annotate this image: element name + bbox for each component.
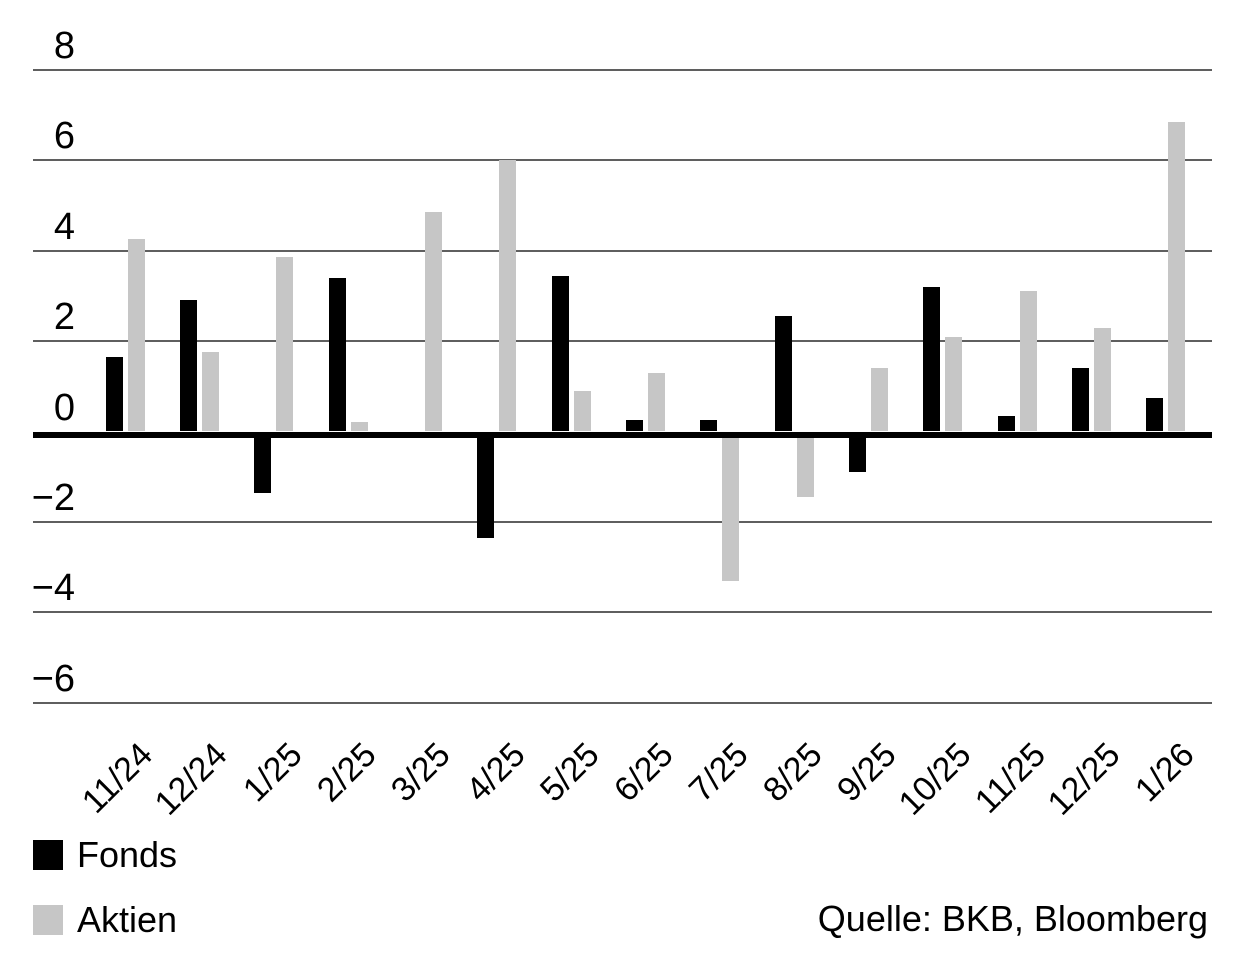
- bar-aktien-9/25: [871, 368, 889, 432]
- x-axis-tick-label: 1/25: [235, 735, 310, 810]
- x-axis-tick-label: 6/25: [607, 735, 681, 810]
- y-axis-tick-label: 8: [53, 24, 75, 67]
- gridline-y-6: [33, 701, 1212, 704]
- bar-aktien-10/25: [945, 336, 963, 432]
- bar-aktien-8/25: [796, 431, 814, 498]
- gridline-y-2: [33, 520, 1212, 523]
- bar-fonds-2/25: [328, 277, 346, 432]
- y-axis-tick-label: 4: [53, 205, 75, 248]
- bar-aktien-11/25: [1019, 291, 1037, 432]
- bar-aktien-12/25: [1094, 327, 1112, 432]
- gridline-y8: [33, 68, 1212, 71]
- bar-fonds-9/25: [849, 431, 867, 473]
- legend-label-fonds: Fonds: [77, 834, 178, 875]
- bar-fonds-6/25: [625, 420, 643, 432]
- bar-fonds-4/25: [477, 431, 495, 538]
- bar-aktien-2/25: [350, 422, 368, 432]
- bar-aktien-4/25: [499, 160, 517, 432]
- fonds-swatch: [33, 840, 63, 870]
- gridline-y6: [33, 159, 1212, 162]
- x-axis-tick-label: 12/24: [147, 735, 235, 823]
- bar-fonds-12/24: [179, 300, 197, 432]
- bar-aktien-12/24: [201, 352, 219, 432]
- x-axis-tick-label: 5/25: [532, 735, 607, 810]
- bar-aktien-7/25: [722, 431, 740, 581]
- x-axis-tick-label: 11/24: [75, 735, 161, 821]
- bar-aktien-6/25: [647, 372, 665, 432]
- bar-fonds-1/25: [254, 431, 272, 493]
- bar-aktien-11/24: [127, 239, 145, 432]
- bar-fonds-11/25: [997, 415, 1015, 432]
- bar-fonds-1/26: [1146, 397, 1164, 432]
- legend-item-fonds: Fonds: [33, 837, 177, 873]
- gridline-y4: [33, 249, 1212, 252]
- bar-fonds-10/25: [923, 286, 941, 432]
- legend-label-aktien: Aktien: [77, 899, 178, 940]
- x-axis-tick-label: 3/25: [384, 735, 458, 810]
- legend-item-aktien: Aktien: [33, 902, 177, 938]
- bar-fonds-8/25: [774, 316, 792, 432]
- bar-aktien-5/25: [573, 390, 591, 432]
- x-axis-tick-label: 2/25: [309, 735, 384, 810]
- bar-fonds-5/25: [551, 275, 569, 432]
- x-axis-tick-label: 8/25: [756, 735, 830, 810]
- bar-aktien-1/26: [1168, 121, 1186, 432]
- x-axis-tick-label: 4/25: [458, 735, 533, 810]
- bar-fonds-11/24: [105, 356, 123, 432]
- bar-aktien-1/25: [276, 257, 294, 432]
- x-axis-tick-label: 7/25: [681, 735, 756, 810]
- x-axis-tick-label: 12/25: [1040, 735, 1128, 823]
- y-axis-tick-label: −6: [31, 657, 75, 700]
- bar-aktien-3/25: [424, 212, 442, 432]
- x-axis-zero-line: [33, 431, 1212, 438]
- x-axis-tick-label: 1/26: [1127, 735, 1202, 810]
- y-axis-tick-label: 6: [53, 115, 75, 158]
- aktien-swatch: [33, 905, 63, 935]
- bar-fonds-12/25: [1072, 368, 1090, 432]
- gridline-y2: [33, 340, 1212, 343]
- y-axis-tick-label: 2: [53, 296, 75, 339]
- y-axis-tick-label: 0: [53, 386, 75, 429]
- x-axis-tick-label: 11/25: [967, 735, 1053, 821]
- gridline-y-4: [33, 611, 1212, 614]
- bar-fonds-7/25: [700, 420, 718, 432]
- y-axis-tick-label: −4: [31, 567, 75, 610]
- x-axis-tick-label: 10/25: [891, 735, 979, 823]
- source-note: Quelle: BKB, Bloomberg: [817, 898, 1208, 939]
- y-axis-tick-label: −2: [31, 476, 75, 519]
